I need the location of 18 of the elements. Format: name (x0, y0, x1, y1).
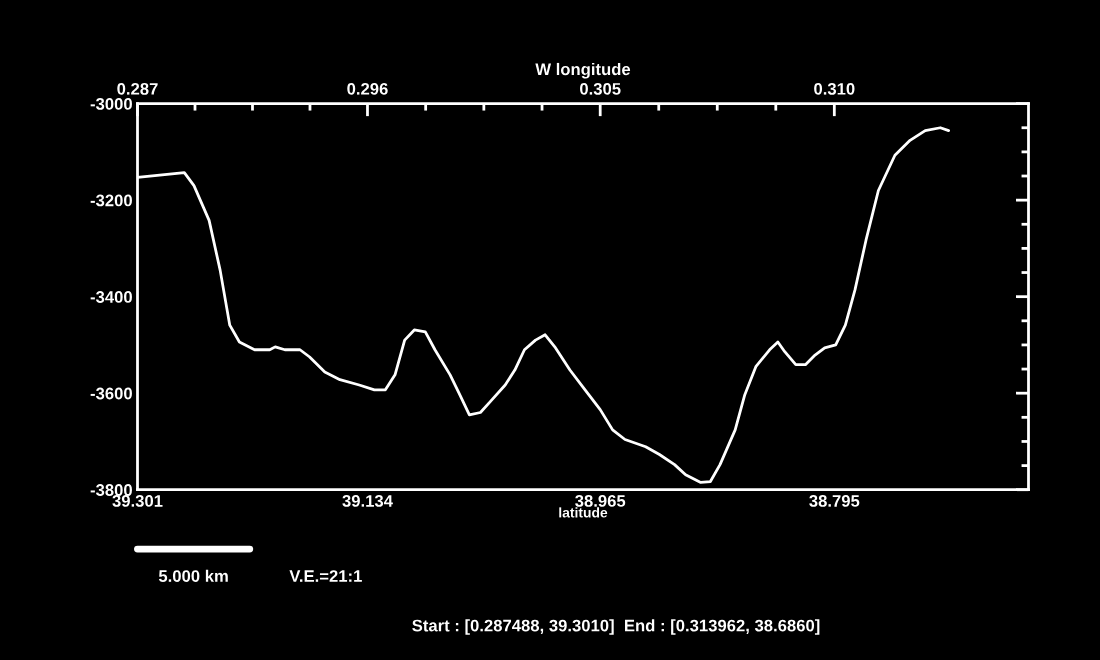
x-axis-title: latitude (559, 507, 608, 518)
x-tick-label: 38.795 (809, 495, 860, 507)
x-tick-label: 39.134 (342, 495, 393, 507)
text: 0.310 (814, 82, 855, 95)
y-tick-label: -3200 (90, 194, 132, 207)
text: 0.305 (580, 82, 621, 95)
text: 0.287 (117, 82, 158, 95)
x-tick-label: 39.301 (112, 495, 163, 507)
text: 0.296 (347, 82, 388, 95)
y-tick-label: -3600 (90, 387, 132, 400)
x2-axis-title: W longitude (535, 62, 631, 79)
y-tick-label: -3400 (90, 291, 132, 303)
text: 5.000 km (158, 569, 228, 582)
y-tick-label: -3800 (90, 484, 132, 496)
text: Start : [0.287488, 39.3010] End : [0.313962, 38.6860] (412, 619, 820, 635)
y-tick-label: -3000 (90, 98, 132, 110)
text: V.E.=21:1 (289, 570, 362, 582)
x-tick-label: 38.965 (575, 495, 626, 507)
